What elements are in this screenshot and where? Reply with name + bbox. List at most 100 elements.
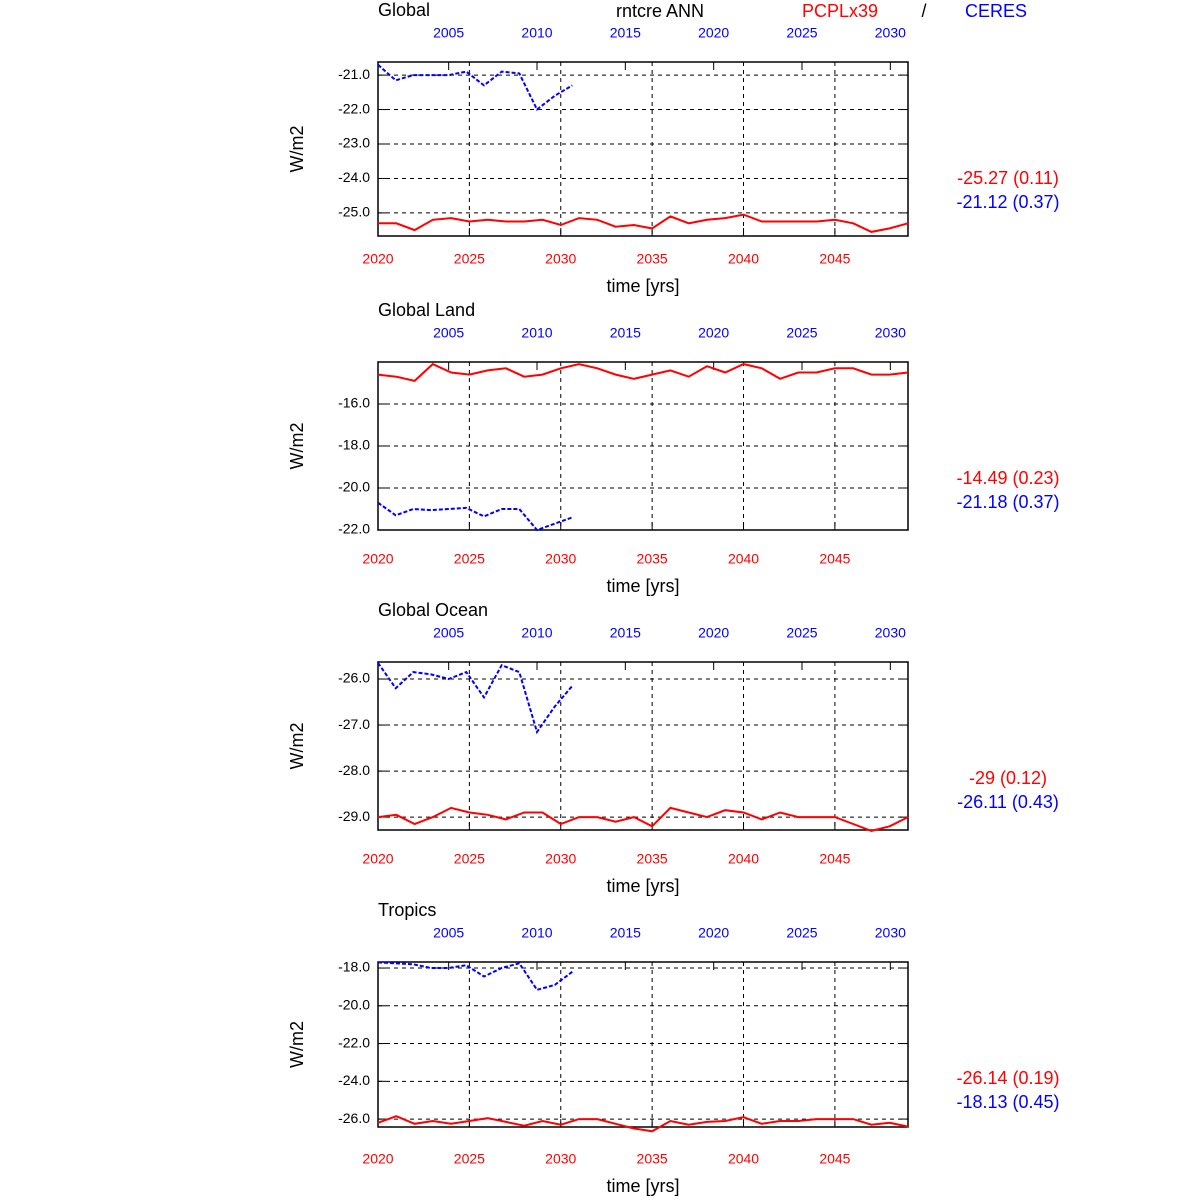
legend-entry: PCPLx39 <box>802 1 878 21</box>
y-tick-label: -22.0 <box>338 521 370 537</box>
x-tick-label: 2025 <box>454 551 485 567</box>
x-tick-label: 2035 <box>637 551 668 567</box>
x2-tick-label: 2025 <box>786 925 817 941</box>
y-tick-label: -26.0 <box>338 670 370 686</box>
x2-tick-label: 2030 <box>875 25 906 41</box>
y-tick-label: -25.0 <box>338 204 370 220</box>
x-tick-label: 2030 <box>545 851 576 867</box>
x-tick-label: 2040 <box>728 1151 759 1167</box>
x2-tick-label: 2025 <box>786 625 817 641</box>
series-line <box>377 1115 909 1133</box>
plot-frame <box>377 961 909 1128</box>
x2-tick-label: 2030 <box>875 625 906 641</box>
x-tick-label: 2035 <box>637 1151 668 1167</box>
y-tick-label: -22.0 <box>338 1034 370 1050</box>
x-tick-label: 2025 <box>454 851 485 867</box>
x-tick-label: 2025 <box>454 1151 485 1167</box>
x-tick-label: 2045 <box>819 551 850 567</box>
y-tick-label: -27.0 <box>338 716 370 732</box>
panel-title: Global Land <box>378 300 475 320</box>
y-tick-label: -26.0 <box>338 1110 370 1126</box>
variable-title: rntcre ANN <box>616 1 704 21</box>
series-stat: -25.27 (0.11) <box>957 168 1059 188</box>
y-tick-label: -21.0 <box>338 66 370 82</box>
x2-tick-label: 2025 <box>786 25 817 41</box>
x2-tick-label: 2010 <box>521 925 552 941</box>
x2-tick-label: 2010 <box>521 25 552 41</box>
series-line <box>377 64 573 112</box>
x-tick-label: 2020 <box>362 251 393 267</box>
x-tick-label: 2030 <box>545 551 576 567</box>
x2-tick-label: 2015 <box>610 925 641 941</box>
x2-tick-label: 2015 <box>610 325 641 341</box>
x2-tick-label: 2015 <box>610 25 641 41</box>
y-tick-label: -20.0 <box>338 479 370 495</box>
series-stat: -26.11 (0.43) <box>957 792 1059 812</box>
x-tick-label: 2030 <box>545 251 576 267</box>
x-tick-label: 2020 <box>362 1151 393 1167</box>
x2-tick-label: 2005 <box>433 25 464 41</box>
x-tick-label: 2035 <box>637 851 668 867</box>
x-tick-label: 2045 <box>819 251 850 267</box>
series-line <box>377 662 574 735</box>
y-tick-label: -18.0 <box>338 959 370 975</box>
x2-tick-label: 2025 <box>786 325 817 341</box>
series-line <box>377 806 909 832</box>
x-tick-label: 2025 <box>454 251 485 267</box>
x2-tick-label: 2005 <box>433 325 464 341</box>
x-tick-label: 2045 <box>819 851 850 867</box>
plot-frame <box>377 361 909 531</box>
x-tick-label: 2035 <box>637 251 668 267</box>
plot-frame <box>377 61 909 237</box>
panel-title: Tropics <box>378 900 436 920</box>
x2-tick-label: 2005 <box>433 625 464 641</box>
x2-tick-label: 2015 <box>610 625 641 641</box>
legend-entry: CERES <box>965 1 1027 21</box>
x2-tick-label: 2020 <box>698 625 729 641</box>
x-tick-label: 2040 <box>728 551 759 567</box>
y-axis-label: W/m2 <box>287 423 307 470</box>
y-axis-label: W/m2 <box>287 723 307 770</box>
plot-frame <box>377 661 909 831</box>
y-tick-label: -22.0 <box>338 100 370 116</box>
x-tick-label: 2020 <box>362 851 393 867</box>
series-stat: -21.18 (0.37) <box>956 492 1059 512</box>
y-tick-label: -20.0 <box>338 997 370 1013</box>
series-line <box>378 213 909 233</box>
x2-tick-label: 2020 <box>698 325 729 341</box>
x-tick-label: 2040 <box>728 251 759 267</box>
y-tick-label: -23.0 <box>338 135 370 151</box>
x-axis-label: time [yrs] <box>606 576 679 596</box>
y-axis-label: W/m2 <box>287 1021 307 1068</box>
series-stat: -14.49 (0.23) <box>956 468 1059 488</box>
x-tick-label: 2045 <box>819 1151 850 1167</box>
x-axis-label: time [yrs] <box>606 276 679 296</box>
series-stat: -18.13 (0.45) <box>956 1092 1059 1112</box>
series-stat: -26.14 (0.19) <box>956 1068 1059 1088</box>
series-stat: -29 (0.12) <box>969 768 1047 788</box>
y-tick-label: -29.0 <box>338 808 370 824</box>
x2-tick-label: 2030 <box>875 325 906 341</box>
series-line <box>377 501 573 532</box>
x2-tick-label: 2030 <box>875 925 906 941</box>
x2-tick-label: 2010 <box>521 325 552 341</box>
panel-title: Global Ocean <box>378 600 488 620</box>
x-tick-label: 2020 <box>362 551 393 567</box>
x2-tick-label: 2010 <box>521 625 552 641</box>
series-stat: -21.12 (0.37) <box>956 192 1059 212</box>
y-tick-label: -18.0 <box>338 437 370 453</box>
y-axis-label: W/m2 <box>287 126 307 173</box>
x2-tick-label: 2020 <box>698 25 729 41</box>
y-tick-label: -24.0 <box>338 169 370 185</box>
separator: / <box>921 1 926 21</box>
x-axis-label: time [yrs] <box>606 1176 679 1196</box>
x2-tick-label: 2020 <box>698 925 729 941</box>
series-line <box>377 961 573 991</box>
x-tick-label: 2040 <box>728 851 759 867</box>
x2-tick-label: 2005 <box>433 925 464 941</box>
y-tick-label: -24.0 <box>338 1072 370 1088</box>
x-tick-label: 2030 <box>545 1151 576 1167</box>
panel-title: Global <box>378 0 430 20</box>
series-line <box>377 362 909 382</box>
